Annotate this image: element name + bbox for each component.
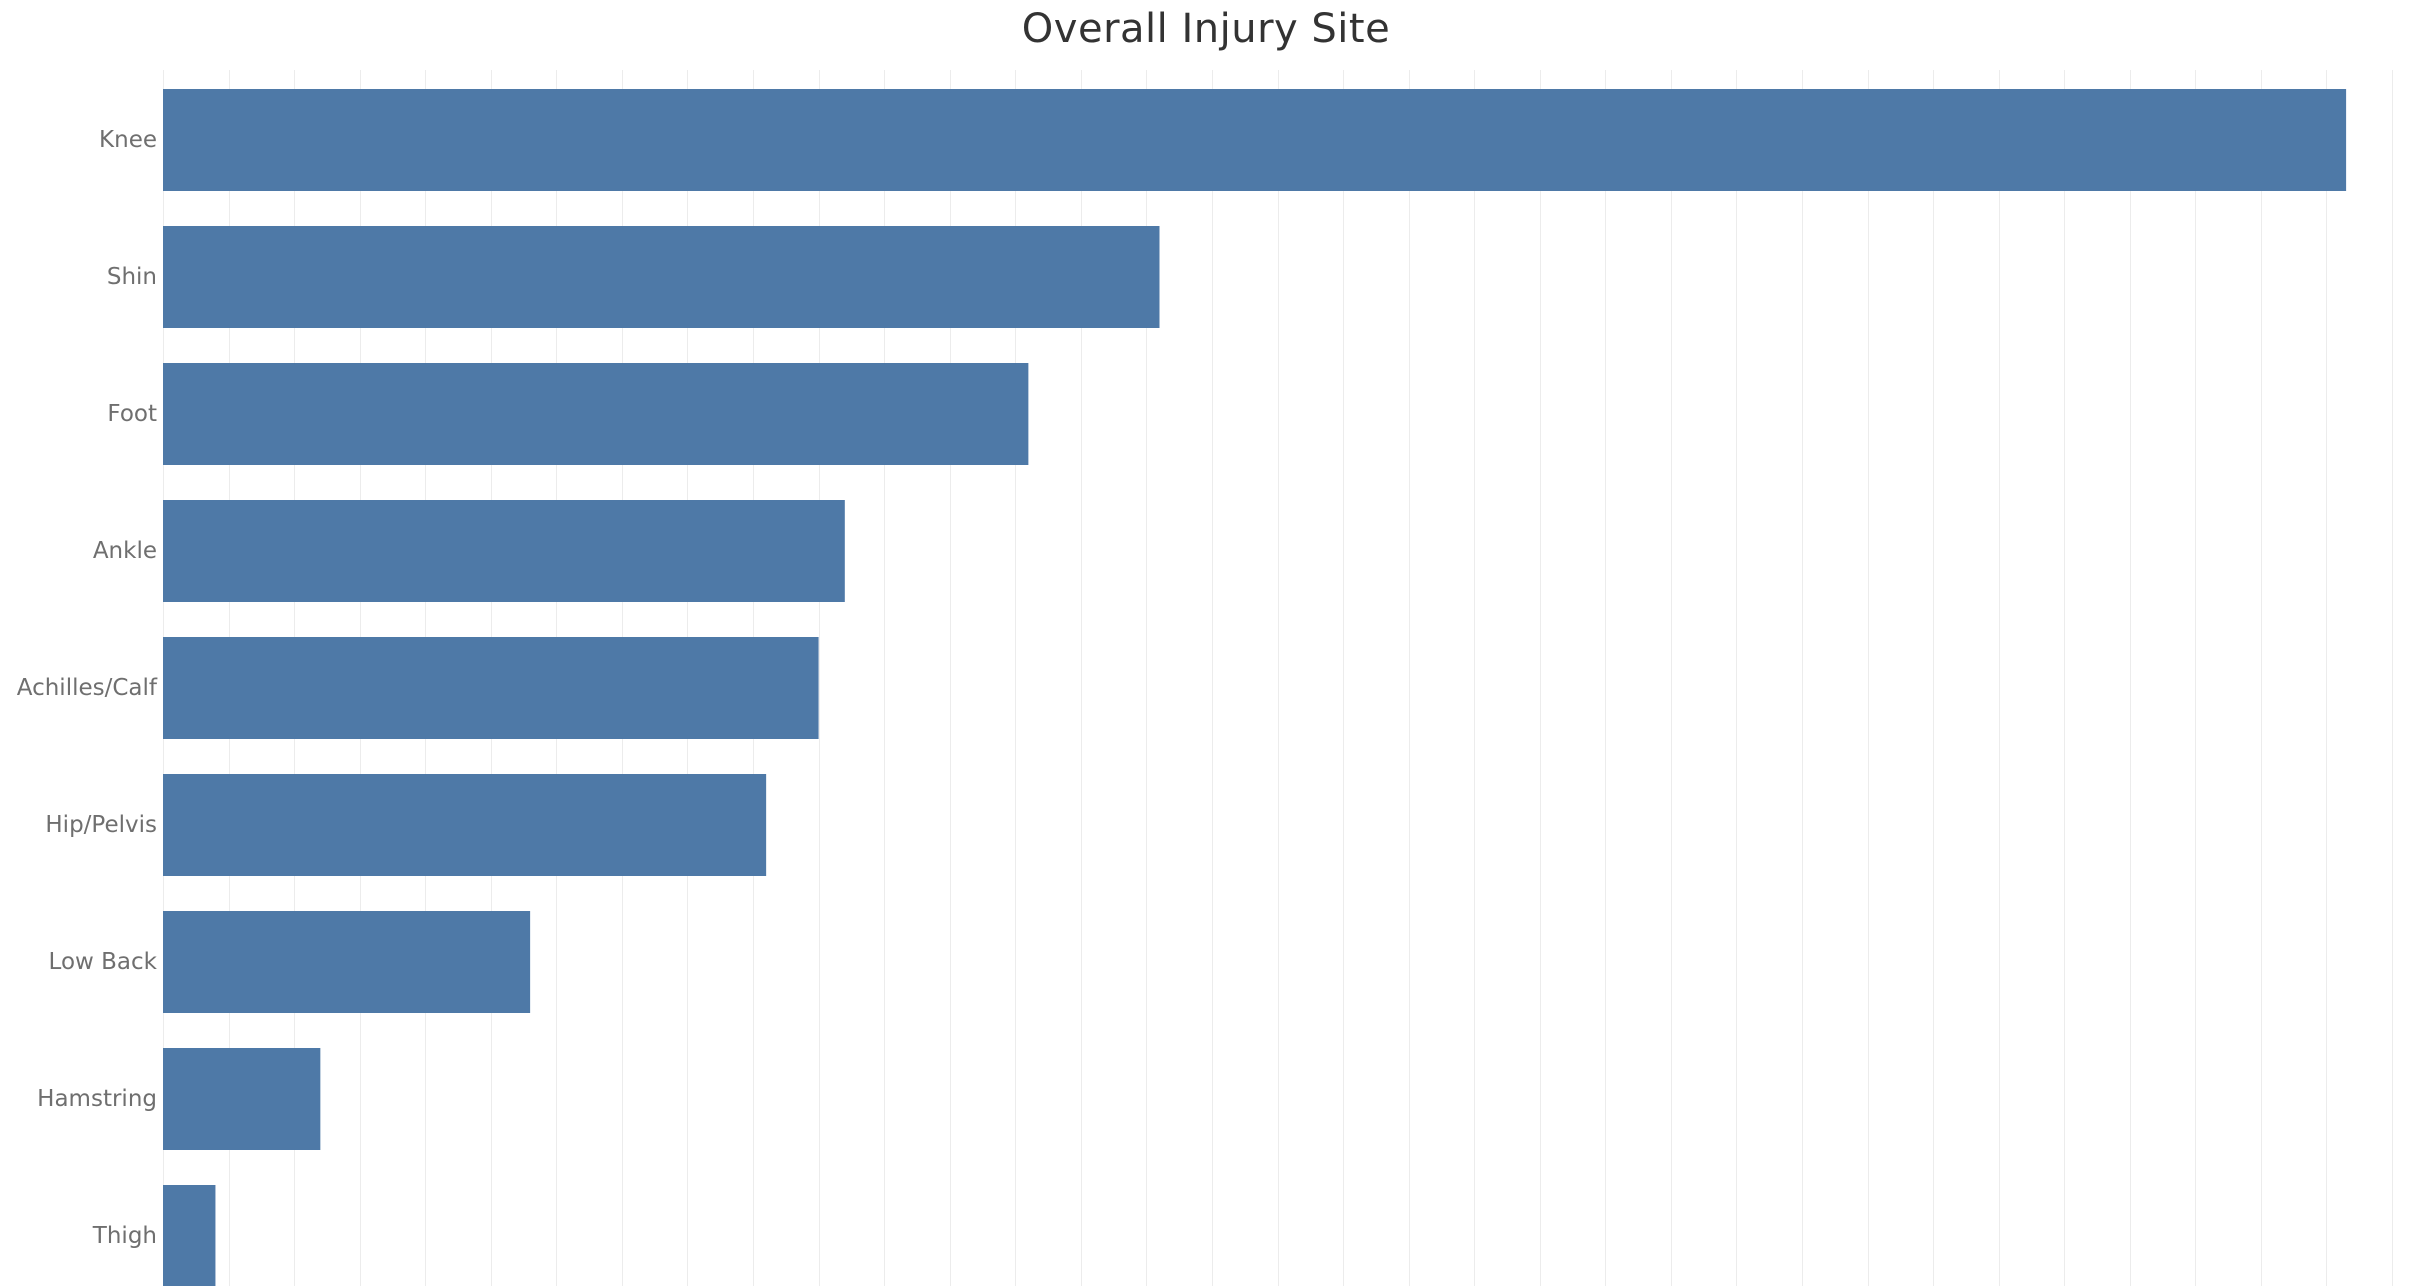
category-label: Knee <box>99 127 157 153</box>
category-label: Shin <box>107 264 157 290</box>
bar-hamstring[interactable] <box>163 1048 321 1150</box>
category-label: Achilles/Calf <box>17 675 158 701</box>
bar-achilles-calf[interactable] <box>163 637 819 739</box>
bar-foot[interactable] <box>163 363 1029 465</box>
bar-hip-pelvis[interactable] <box>163 774 767 876</box>
category-label: Hip/Pelvis <box>45 812 157 838</box>
bar-shin[interactable] <box>163 226 1160 328</box>
category-label: Hamstring <box>37 1086 157 1112</box>
bars <box>163 89 2347 1286</box>
category-label: Ankle <box>93 538 157 564</box>
category-label: Low Back <box>49 949 158 975</box>
category-labels: Knee Shin Foot Ankle Achilles/Calf Hip/Pelvis… <box>17 127 158 1249</box>
bar-knee[interactable] <box>163 89 2347 191</box>
bar-thigh[interactable] <box>163 1185 216 1286</box>
bar-low-back[interactable] <box>163 911 531 1013</box>
bar-ankle[interactable] <box>163 500 845 602</box>
category-label: Thigh <box>92 1223 157 1249</box>
category-label: Foot <box>107 401 157 427</box>
chart-title: Overall Injury Site <box>1021 6 1391 52</box>
